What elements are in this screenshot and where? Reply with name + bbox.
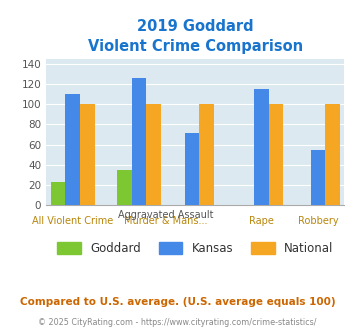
- Text: Robbery: Robbery: [297, 216, 338, 226]
- Text: Murder & Mans...: Murder & Mans...: [124, 216, 207, 226]
- Title: 2019 Goddard
Violent Crime Comparison: 2019 Goddard Violent Crime Comparison: [88, 19, 303, 54]
- Legend: Goddard, Kansas, National: Goddard, Kansas, National: [52, 237, 338, 260]
- Text: Rape: Rape: [249, 216, 274, 226]
- Bar: [80, 105, 94, 205]
- Bar: [269, 105, 283, 205]
- Bar: [199, 105, 214, 205]
- Text: Aggravated Assault: Aggravated Assault: [118, 210, 213, 220]
- Bar: [325, 105, 340, 205]
- Bar: [117, 170, 132, 205]
- Bar: [146, 105, 161, 205]
- Bar: [311, 149, 325, 205]
- Bar: [65, 94, 80, 205]
- Bar: [132, 79, 146, 205]
- Text: All Violent Crime: All Violent Crime: [32, 216, 113, 226]
- Bar: [51, 182, 65, 205]
- Text: Compared to U.S. average. (U.S. average equals 100): Compared to U.S. average. (U.S. average …: [20, 297, 335, 307]
- Bar: [185, 133, 199, 205]
- Bar: [254, 89, 269, 205]
- Text: © 2025 CityRating.com - https://www.cityrating.com/crime-statistics/: © 2025 CityRating.com - https://www.city…: [38, 318, 317, 327]
